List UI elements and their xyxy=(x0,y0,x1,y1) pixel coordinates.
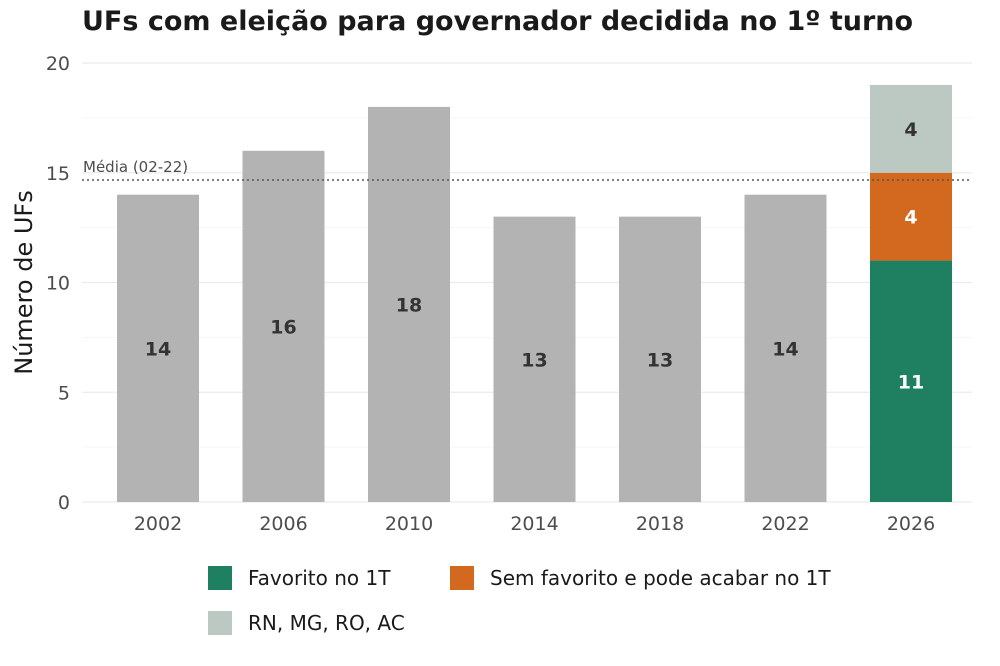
bar-2006 xyxy=(242,150,325,503)
legend-swatch-sem-favorito xyxy=(450,566,474,590)
bar-2022 xyxy=(744,194,827,502)
chart-title: UFs com eleição para governador decidida… xyxy=(82,6,914,37)
x-tick-label-2014: 2014 xyxy=(510,513,558,535)
x-tick-label-2002: 2002 xyxy=(134,513,182,535)
y-tick-label-0: 0 xyxy=(58,492,70,514)
y-tick-label-5: 5 xyxy=(58,382,70,404)
legend-swatch-ufs xyxy=(208,611,232,635)
bar-chart: 0 5 10 15 20 Número de UFs 14 2002 16 2006 18 2010 1… xyxy=(10,53,972,535)
data-label-2026-segment-2: 4 xyxy=(904,119,917,141)
bar-2002 xyxy=(117,194,199,502)
y-tick-label-10: 10 xyxy=(46,273,70,295)
data-label-2002: 14 xyxy=(145,338,171,360)
x-tick-label-2026: 2026 xyxy=(887,513,935,535)
data-label-2010: 18 xyxy=(396,294,422,316)
bar-2018 xyxy=(619,216,701,502)
legend-item-favorito: Favorito no 1T xyxy=(208,566,390,590)
bar-2014 xyxy=(493,216,576,502)
x-tick-label-2006: 2006 xyxy=(259,513,307,535)
y-axis-label: Número de UFs xyxy=(10,190,38,374)
data-label-2014: 13 xyxy=(521,349,547,371)
bar-2026-segment-2 xyxy=(870,84,952,173)
x-tick-label-2010: 2010 xyxy=(385,513,433,535)
legend-label-sem-favorito: Sem favorito e pode acabar no 1T xyxy=(490,566,831,590)
data-label-2022: 14 xyxy=(772,338,798,360)
legend-item-ufs: RN, MG, RO, AC xyxy=(208,611,405,635)
x-tick-label-2022: 2022 xyxy=(761,513,809,535)
data-label-2018: 13 xyxy=(647,349,673,371)
bar-2010 xyxy=(368,106,450,503)
data-label-2026-segment-1: 4 xyxy=(904,207,917,229)
reference-line-label: Média (02-22) xyxy=(83,158,188,176)
data-label-2006: 16 xyxy=(270,316,296,338)
y-tick-label-20: 20 xyxy=(46,53,70,75)
bar-2026-segment-0 xyxy=(870,260,952,502)
legend-label-ufs: RN, MG, RO, AC xyxy=(248,611,405,635)
x-tick-label-2018: 2018 xyxy=(636,513,684,535)
legend-item-sem-favorito: Sem favorito e pode acabar no 1T xyxy=(450,566,831,590)
data-label-2026-segment-0: 11 xyxy=(898,371,924,393)
bar-2026-segment-1 xyxy=(870,172,952,261)
legend-label-favorito: Favorito no 1T xyxy=(248,566,391,590)
y-tick-label-15: 15 xyxy=(46,163,70,185)
legend-swatch-favorito xyxy=(208,566,232,590)
